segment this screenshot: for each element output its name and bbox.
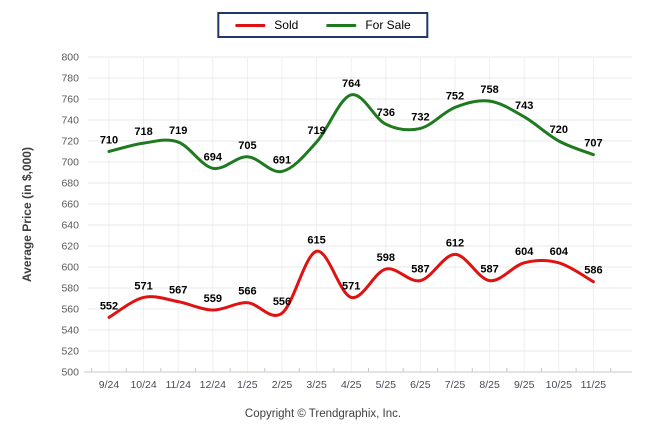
svg-text:800: 800	[61, 52, 79, 64]
svg-text:700: 700	[61, 157, 79, 169]
legend-item-for-sale: For Sale	[326, 18, 411, 32]
svg-text:540: 540	[61, 325, 79, 337]
legend-label-sold: Sold	[274, 18, 299, 32]
svg-text:598: 598	[377, 252, 395, 264]
svg-text:760: 760	[61, 94, 79, 106]
svg-text:743: 743	[515, 100, 533, 112]
svg-text:587: 587	[411, 264, 429, 276]
svg-text:559: 559	[204, 293, 222, 305]
svg-text:8/25: 8/25	[479, 379, 500, 391]
svg-text:586: 586	[584, 265, 602, 277]
svg-text:9/24: 9/24	[99, 379, 120, 391]
svg-text:520: 520	[61, 346, 79, 358]
svg-text:571: 571	[134, 280, 152, 292]
svg-text:718: 718	[134, 126, 152, 138]
svg-text:10/24: 10/24	[130, 379, 156, 391]
svg-text:680: 680	[61, 178, 79, 190]
svg-text:560: 560	[61, 304, 79, 316]
svg-text:7/25: 7/25	[445, 379, 466, 391]
svg-text:615: 615	[307, 234, 325, 246]
svg-text:580: 580	[61, 283, 79, 295]
svg-text:5/25: 5/25	[376, 379, 397, 391]
svg-text:4/25: 4/25	[341, 379, 362, 391]
svg-text:660: 660	[61, 199, 79, 211]
svg-text:6/25: 6/25	[410, 379, 431, 391]
for-sale-line-swatch-icon	[326, 23, 357, 27]
svg-text:587: 587	[480, 264, 498, 276]
svg-text:691: 691	[273, 154, 291, 166]
svg-text:720: 720	[61, 136, 79, 148]
svg-text:752: 752	[446, 90, 464, 102]
svg-text:764: 764	[342, 78, 361, 90]
svg-text:9/25: 9/25	[514, 379, 535, 391]
svg-text:11/24: 11/24	[165, 379, 191, 391]
svg-text:710: 710	[100, 135, 118, 147]
svg-text:604: 604	[550, 246, 569, 258]
copyright-text: Copyright © Trendgraphix, Inc.	[244, 408, 402, 420]
svg-text:640: 640	[61, 220, 79, 232]
svg-text:719: 719	[169, 125, 187, 137]
svg-text:3/25: 3/25	[306, 379, 327, 391]
svg-text:705: 705	[238, 140, 256, 152]
svg-text:1/25: 1/25	[237, 379, 258, 391]
svg-text:556: 556	[273, 296, 291, 308]
svg-text:12/24: 12/24	[200, 379, 226, 391]
svg-text:707: 707	[584, 138, 602, 150]
svg-text:567: 567	[169, 285, 187, 297]
svg-text:732: 732	[411, 111, 429, 123]
svg-text:Average Price (in $,000): Average Price (in $,000)	[20, 147, 34, 282]
svg-text:694: 694	[204, 151, 223, 163]
svg-text:566: 566	[238, 286, 256, 298]
sold-line-swatch-icon	[235, 23, 266, 27]
svg-text:11/25: 11/25	[581, 379, 607, 391]
legend-label-for-sale: For Sale	[365, 18, 411, 32]
svg-text:600: 600	[61, 262, 79, 274]
legend: Sold For Sale	[217, 12, 429, 38]
svg-text:736: 736	[377, 107, 395, 119]
svg-text:571: 571	[342, 280, 360, 292]
svg-text:758: 758	[480, 84, 498, 96]
svg-text:552: 552	[100, 300, 118, 312]
svg-text:620: 620	[61, 241, 79, 253]
svg-text:719: 719	[307, 125, 325, 137]
svg-text:500: 500	[61, 367, 79, 379]
svg-text:2/25: 2/25	[272, 379, 293, 391]
svg-text:10/25: 10/25	[546, 379, 572, 391]
svg-text:604: 604	[515, 246, 534, 258]
svg-text:720: 720	[550, 124, 568, 136]
legend-item-sold: Sold	[235, 19, 298, 31]
svg-text:612: 612	[446, 237, 464, 249]
svg-text:740: 740	[61, 115, 79, 127]
svg-text:780: 780	[61, 73, 79, 85]
